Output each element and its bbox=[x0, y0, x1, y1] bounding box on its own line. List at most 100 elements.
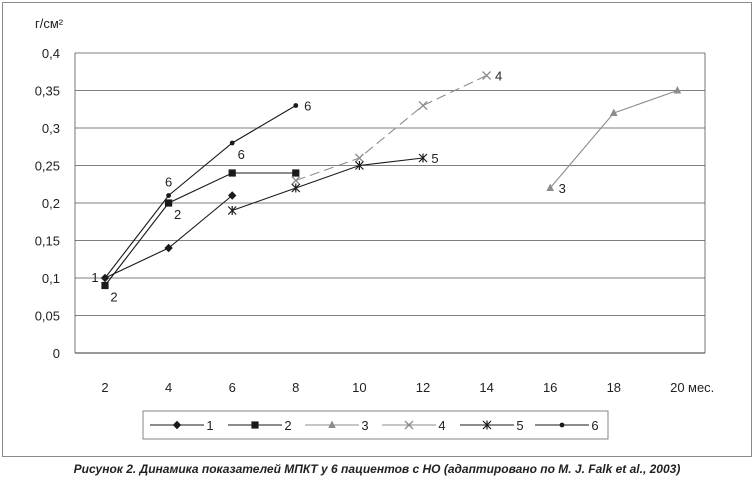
marker-shape bbox=[227, 206, 237, 215]
data-point bbox=[291, 183, 301, 193]
point-annotation: 6 bbox=[238, 147, 245, 162]
series-6 bbox=[102, 103, 299, 281]
marker-shape bbox=[164, 243, 173, 253]
series-5 bbox=[227, 153, 428, 215]
legend-item-4: 4 bbox=[382, 418, 446, 433]
y-tick-label: 0,35 bbox=[35, 84, 60, 99]
marker-shape bbox=[293, 103, 299, 108]
x-tick-label: 4 bbox=[165, 380, 172, 395]
point-annotation: 4 bbox=[495, 69, 502, 84]
x-tick-label: 20 bbox=[670, 380, 684, 395]
legend-label: 5 bbox=[516, 418, 523, 433]
point-annotation: 6 bbox=[165, 175, 172, 190]
legend-marker bbox=[482, 420, 492, 430]
series-line bbox=[549, 89, 678, 189]
data-point bbox=[354, 153, 364, 163]
marker-shape bbox=[328, 420, 336, 428]
line-chart: 00,050,10,150,20,250,30,350,42 4 6 8 10 12 14 1… bbox=[35, 16, 714, 440]
marker-shape bbox=[102, 275, 108, 281]
data-point bbox=[228, 169, 236, 177]
x-tick-label: 10 bbox=[352, 380, 366, 395]
x-tick-label: 12 bbox=[416, 380, 430, 395]
series-line bbox=[104, 195, 233, 279]
marker-shape bbox=[418, 153, 428, 163]
marker-shape bbox=[251, 421, 259, 429]
marker-shape bbox=[101, 281, 109, 290]
x-tick-label: 8 bbox=[292, 380, 299, 395]
series-2 bbox=[101, 169, 300, 290]
x-axis-label: мес. bbox=[688, 380, 714, 395]
data-point bbox=[293, 103, 299, 108]
y-tick-label: 0,3 bbox=[42, 121, 60, 136]
y-tick-label: 0,05 bbox=[35, 309, 60, 324]
marker-shape bbox=[418, 101, 428, 110]
series-4 bbox=[291, 71, 492, 185]
legend-item-1: 1 bbox=[150, 418, 214, 433]
marker-shape bbox=[354, 153, 364, 163]
series-line bbox=[104, 172, 296, 286]
data-point bbox=[227, 206, 237, 215]
marker-shape bbox=[482, 420, 492, 430]
series-line bbox=[232, 157, 424, 212]
marker-shape bbox=[354, 161, 364, 170]
legend-label: 2 bbox=[284, 418, 291, 433]
legend-item-2: 2 bbox=[228, 418, 292, 433]
marker-shape bbox=[228, 191, 237, 200]
data-point bbox=[610, 108, 618, 116]
marker-shape bbox=[229, 140, 235, 146]
point-annotation: 2 bbox=[174, 207, 181, 222]
point-annotation: 5 bbox=[431, 151, 438, 166]
data-point bbox=[291, 176, 301, 185]
point-annotation: 3 bbox=[559, 181, 566, 196]
marker-shape bbox=[404, 420, 414, 430]
data-point bbox=[354, 161, 364, 170]
legend: 1 2 3 4 5 6 bbox=[142, 410, 609, 440]
point-annotation: 1 bbox=[91, 270, 98, 285]
figure-caption: Рисунок 2. Динамика показателей МПКТ у 6… bbox=[73, 462, 681, 476]
data-point bbox=[102, 275, 108, 281]
data-point bbox=[164, 243, 173, 253]
legend-box bbox=[142, 410, 609, 440]
data-point bbox=[418, 101, 428, 110]
series-line bbox=[295, 75, 487, 182]
y-tick-label: 0,1 bbox=[42, 271, 60, 286]
legend-marker bbox=[559, 422, 565, 428]
data-point bbox=[673, 86, 682, 94]
marker-shape bbox=[228, 169, 236, 177]
data-point bbox=[229, 140, 235, 146]
marker-shape bbox=[559, 422, 565, 428]
x-tick-label: 18 bbox=[607, 380, 621, 395]
marker-shape bbox=[165, 199, 173, 207]
data-point bbox=[546, 183, 554, 191]
legend-label: 4 bbox=[438, 418, 445, 433]
marker-shape bbox=[673, 86, 682, 94]
x-tick-label: 6 bbox=[229, 380, 236, 395]
x-tick-label: 2 bbox=[101, 380, 108, 395]
y-tick-label: 0,4 bbox=[42, 46, 60, 61]
series-line bbox=[104, 105, 297, 279]
legend-marker bbox=[172, 420, 182, 430]
marker-shape bbox=[482, 71, 492, 80]
legend-item-5: 5 bbox=[460, 418, 524, 433]
series-3 bbox=[546, 86, 682, 191]
marker-shape bbox=[610, 108, 618, 116]
y-axis-label: г/см² bbox=[35, 16, 64, 31]
y-tick-label: 0 bbox=[53, 346, 60, 361]
point-annotation: 6 bbox=[304, 99, 311, 114]
legend-item-3: 3 bbox=[305, 418, 369, 433]
data-point bbox=[228, 191, 237, 200]
y-tick-label: 0,2 bbox=[42, 196, 60, 211]
marker-shape bbox=[292, 169, 300, 177]
legend-item-6: 6 bbox=[535, 418, 599, 433]
data-point bbox=[166, 193, 172, 198]
data-point bbox=[101, 281, 109, 290]
chart-frame bbox=[2, 2, 752, 457]
marker-shape bbox=[291, 183, 301, 193]
legend-marker bbox=[251, 421, 259, 429]
x-tick-label: 16 bbox=[543, 380, 557, 395]
point-annotation: 2 bbox=[110, 290, 117, 305]
marker-shape bbox=[291, 176, 301, 185]
marker-shape bbox=[546, 183, 554, 191]
legend-label: 6 bbox=[591, 418, 598, 433]
marker-shape bbox=[172, 420, 182, 430]
